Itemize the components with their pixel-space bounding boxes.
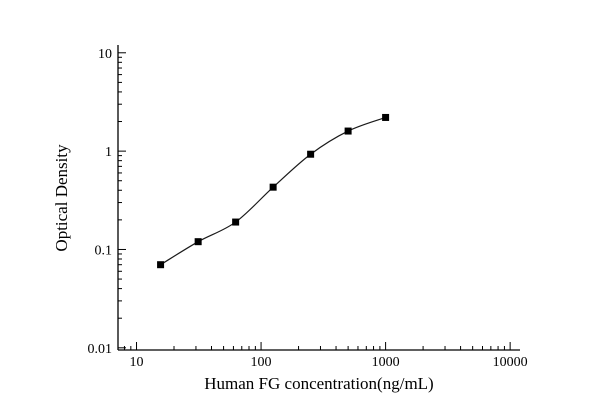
data-point-marker: [382, 113, 390, 121]
x-tick-label: 100: [251, 355, 272, 370]
x-tick-label: 10: [130, 355, 144, 370]
data-point-marker: [157, 261, 165, 269]
x-tick-label: 10000: [493, 355, 528, 370]
data-point-marker: [232, 218, 240, 226]
x-tick-label: 1000: [372, 355, 400, 370]
y-tick-label: 1: [105, 145, 112, 160]
y-tick-label: 10: [98, 47, 112, 62]
y-axis-label: Optical Density: [52, 144, 71, 252]
data-point-marker: [307, 150, 315, 158]
series-line: [160, 116, 386, 266]
data-point-marker: [344, 127, 352, 135]
y-tick-label: 0.1: [95, 243, 113, 258]
y-tick-label: 0.01: [88, 342, 113, 357]
x-axis-label: Human FG concentration(ng/mL): [204, 374, 434, 393]
data-point-marker: [269, 183, 277, 191]
data-point-marker: [194, 238, 202, 246]
